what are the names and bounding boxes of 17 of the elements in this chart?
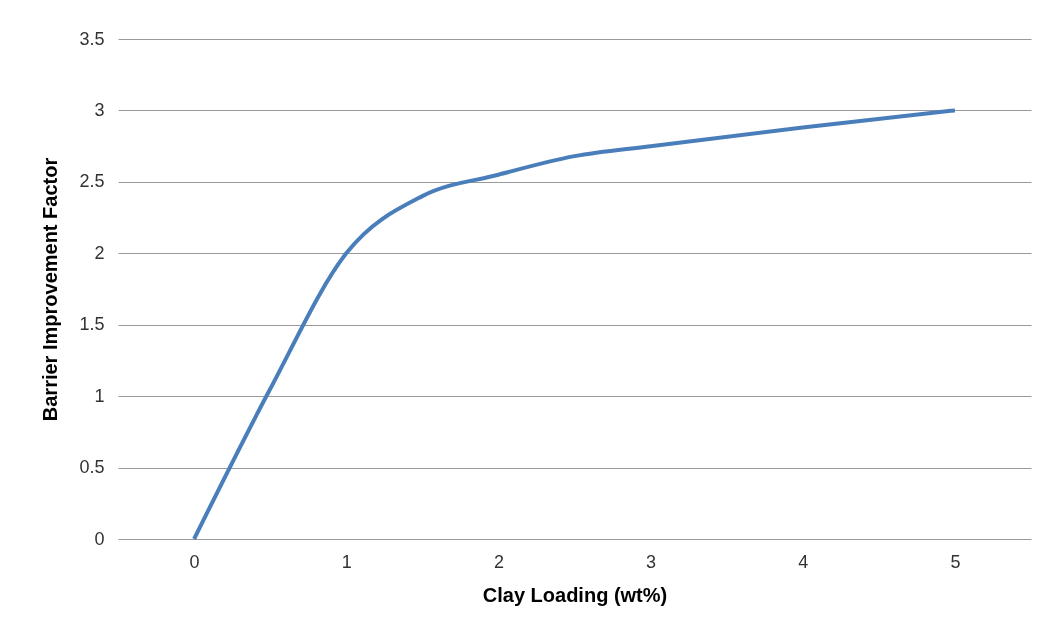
y-tick-label: 1.5 <box>79 314 105 335</box>
y-tick-label: 2.5 <box>79 171 105 192</box>
y-tick-label: 1 <box>94 385 105 406</box>
y-axis-title: Barrier Improvement Factor <box>39 157 62 422</box>
y-tick-label: 2 <box>94 242 105 263</box>
x-tick-label: 4 <box>798 551 809 572</box>
x-tick-label: 2 <box>493 551 504 572</box>
x-tick-label: 1 <box>341 551 352 572</box>
y-tick-label: 0 <box>94 528 105 549</box>
line-series <box>192 108 957 541</box>
x-tick-label: 5 <box>950 551 961 572</box>
x-tick-label: 0 <box>189 551 200 572</box>
x-axis-title: Clay Loading (wt%) <box>482 583 668 606</box>
x-tick-label: 3 <box>646 551 657 572</box>
y-tick-label: 0.5 <box>79 457 105 478</box>
y-tick-label: 3.5 <box>79 28 105 49</box>
y-tick-label: 3 <box>94 99 105 120</box>
